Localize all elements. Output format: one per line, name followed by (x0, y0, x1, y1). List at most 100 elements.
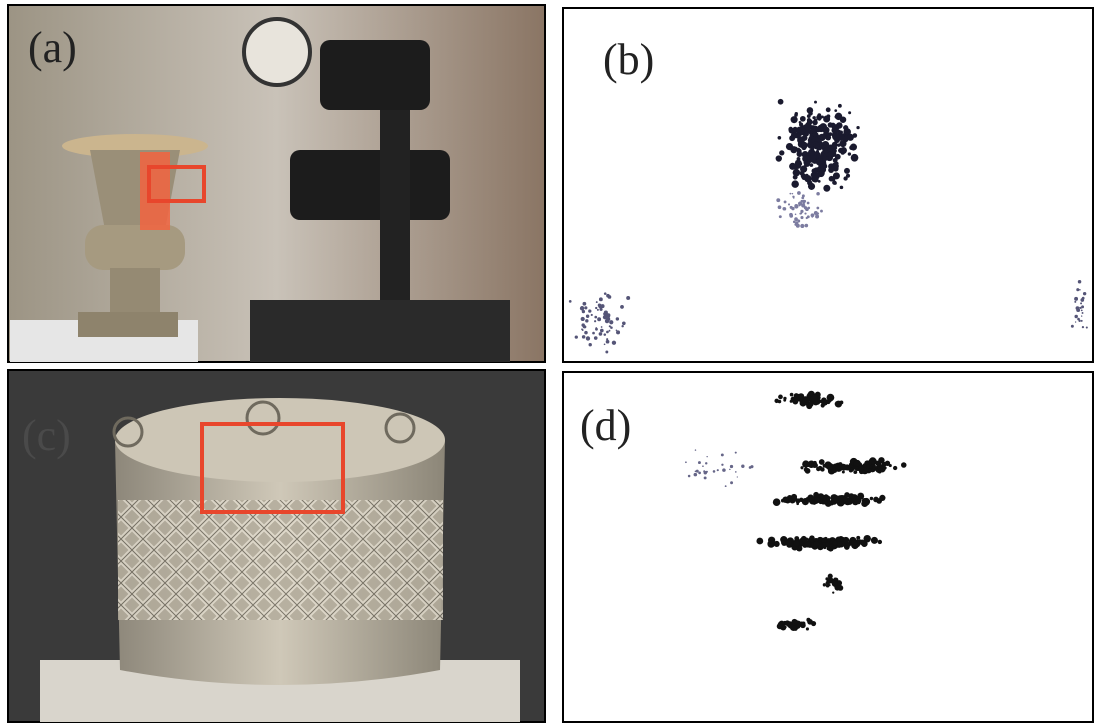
speckle (584, 306, 587, 309)
speckle (773, 498, 781, 506)
speckle (813, 492, 819, 498)
speckle (795, 147, 798, 150)
speckle (795, 394, 798, 397)
panel-label: (d) (580, 401, 631, 450)
speckle (786, 143, 793, 150)
speckle (595, 307, 597, 309)
speckle (722, 468, 726, 472)
speckle (792, 193, 794, 195)
speckle (600, 329, 604, 333)
speckle (789, 193, 791, 195)
speckle (735, 452, 737, 454)
camera (320, 40, 430, 110)
speckle (873, 497, 879, 503)
speckle (827, 538, 830, 541)
speckle (814, 497, 819, 502)
speckle (816, 114, 822, 120)
speckle (901, 462, 907, 468)
speckle (713, 470, 716, 473)
speckle (783, 397, 786, 400)
speckle (1079, 289, 1081, 291)
speckle (815, 143, 820, 148)
speckle (1078, 320, 1080, 322)
speckle (1086, 326, 1088, 328)
speckle (817, 212, 819, 214)
speckle (811, 395, 818, 402)
speckle (594, 336, 598, 340)
panel-label: (c) (22, 411, 71, 460)
speckle (832, 133, 839, 140)
speckle (1078, 280, 1081, 283)
speckle (840, 147, 847, 154)
speckle (795, 214, 797, 216)
speckle (828, 122, 833, 127)
speckle (823, 185, 830, 192)
speckle (1082, 326, 1084, 328)
speckle (778, 395, 783, 400)
speckle (610, 326, 613, 329)
speckle (584, 331, 588, 335)
speckle (802, 201, 805, 204)
speckle (702, 465, 704, 467)
speckle (823, 543, 826, 546)
speckle (791, 116, 798, 123)
urn (78, 312, 178, 337)
speckle (856, 536, 860, 540)
speckle (778, 400, 782, 404)
speckle (1081, 320, 1083, 322)
speckle (1081, 315, 1082, 316)
speckle (796, 135, 800, 139)
speckle (802, 194, 805, 197)
speckle (816, 158, 822, 164)
speckle (800, 216, 803, 219)
speckle (780, 625, 786, 631)
speckle (807, 619, 813, 625)
speckle (597, 309, 599, 311)
speckle (688, 475, 691, 478)
speckle (784, 200, 787, 203)
speckle (819, 459, 825, 465)
speckle (1080, 298, 1084, 302)
speckle (729, 469, 730, 470)
panel-a: (a) (8, 5, 545, 362)
speckle (803, 165, 806, 168)
speckle (622, 321, 626, 325)
speckle (704, 476, 707, 479)
panel-b: (b) (563, 8, 1093, 362)
speckle (582, 310, 585, 313)
speckle (694, 473, 698, 477)
speckle (620, 305, 624, 309)
speckle (803, 145, 806, 148)
speckle (885, 461, 890, 466)
speckle (698, 461, 701, 464)
speckle (820, 210, 823, 213)
speckle (582, 329, 584, 331)
speckle (870, 497, 873, 500)
speckle (569, 300, 572, 303)
speckle (816, 150, 819, 153)
speckle (856, 126, 859, 129)
speckle (596, 301, 598, 303)
speckle (826, 462, 831, 467)
speckle (791, 180, 799, 188)
speckle (863, 463, 867, 467)
speckle (797, 151, 803, 157)
speckle (838, 462, 842, 466)
speckle (795, 220, 797, 222)
speckle (1082, 312, 1084, 314)
speckle (838, 104, 842, 108)
speckle (605, 319, 609, 323)
speckle (812, 120, 817, 125)
speckle (833, 158, 838, 163)
speckle (804, 500, 807, 503)
speckle (805, 208, 807, 210)
speckle (820, 467, 824, 471)
speckle (588, 309, 591, 312)
speckle (730, 465, 733, 468)
speckle (851, 540, 858, 547)
speckle (717, 469, 719, 471)
speckle (818, 167, 822, 171)
speckle (794, 204, 798, 208)
speckle (621, 325, 623, 327)
speckle (818, 180, 821, 183)
